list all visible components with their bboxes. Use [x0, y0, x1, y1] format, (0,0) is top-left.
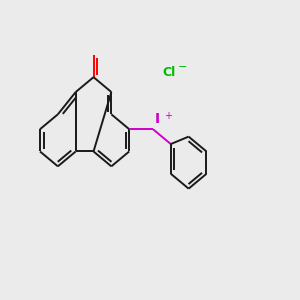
Text: I: I — [154, 112, 160, 126]
Text: +: + — [164, 112, 172, 122]
Text: −: − — [178, 62, 188, 72]
Text: Cl: Cl — [162, 66, 175, 79]
